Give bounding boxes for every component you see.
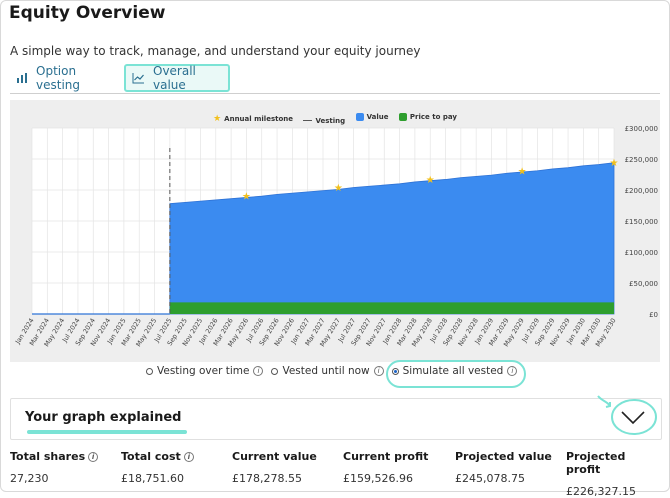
legend-price-to-pay[interactable]: Price to pay bbox=[398, 113, 457, 121]
line-swatch bbox=[303, 120, 313, 121]
y-tick-label: £150,000 bbox=[625, 218, 658, 226]
radio-dot[interactable] bbox=[146, 367, 153, 375]
tab-overall-value[interactable]: Overall value bbox=[124, 64, 230, 92]
option-vested-until-now[interactable]: Vested until now i bbox=[271, 365, 384, 377]
value-area bbox=[169, 162, 615, 315]
stat-total-shares: Total shares i 27,230 bbox=[10, 450, 99, 485]
price-to-pay-area bbox=[169, 302, 614, 314]
y-tick-label: £50,000 bbox=[629, 280, 658, 288]
info-icon[interactable]: i bbox=[373, 366, 384, 376]
milestone-star: ★ bbox=[610, 158, 619, 169]
legend-vesting[interactable]: Vesting bbox=[303, 117, 345, 125]
info-icon[interactable]: i bbox=[88, 451, 99, 462]
bar-chart-icon bbox=[16, 72, 28, 84]
tab-label: Overall value bbox=[153, 64, 196, 92]
stat-projected-profit: Projected profit £226,327.15 bbox=[566, 450, 636, 498]
value-swatch bbox=[355, 113, 364, 121]
price-swatch bbox=[398, 113, 407, 121]
milestone-star: ★ bbox=[518, 166, 527, 177]
page-title: Equity Overview bbox=[9, 3, 166, 23]
page-subtitle: A simple way to track, manage, and under… bbox=[10, 44, 421, 58]
legend-value[interactable]: Value bbox=[355, 113, 388, 121]
graph-explained-panel[interactable]: Your graph explained bbox=[10, 398, 662, 440]
y-tick-label: £200,000 bbox=[625, 187, 658, 195]
accent-underline bbox=[27, 430, 187, 434]
y-tick-label: £250,000 bbox=[625, 156, 658, 164]
chart-legend: ★ Annual milestone Vesting Value Price to… bbox=[10, 113, 660, 125]
tab-option-vesting[interactable]: Option vesting bbox=[10, 64, 122, 92]
legend-milestone[interactable]: ★ Annual milestone bbox=[213, 114, 293, 124]
milestone-star: ★ bbox=[242, 192, 251, 203]
y-tick-label: £0 bbox=[649, 311, 658, 319]
option-vesting-over-time[interactable]: Vesting over time i bbox=[146, 365, 264, 377]
selected-highlight bbox=[386, 360, 526, 388]
info-icon[interactable]: i bbox=[253, 366, 264, 376]
y-tick-label: £300,000 bbox=[625, 125, 658, 133]
chart-tabs: Option vesting Overall value bbox=[10, 62, 660, 94]
graph-explained-label: Your graph explained bbox=[25, 410, 182, 425]
line-chart-icon bbox=[132, 72, 145, 84]
stat-projected-value: Projected value £245,078.75 bbox=[455, 450, 552, 485]
radio-dot[interactable] bbox=[271, 367, 279, 375]
milestone-star: ★ bbox=[426, 175, 435, 186]
chart-canvas: ★ ★ ★ ★ ★ £0 £50,000 £100,000 £150,000 £200,000 £2… bbox=[13, 125, 658, 348]
info-icon[interactable]: i bbox=[183, 451, 194, 462]
expand-chevron-icon[interactable] bbox=[586, 392, 658, 436]
value-chart: ★ Annual milestone Vesting Value Price to… bbox=[10, 100, 660, 362]
stat-current-value: Current value £178,278.55 bbox=[232, 450, 317, 485]
star-icon: ★ bbox=[213, 114, 222, 124]
milestone-star: ★ bbox=[334, 183, 343, 194]
y-tick-label: £100,000 bbox=[625, 249, 658, 257]
stat-current-profit: Current profit £159,526.96 bbox=[343, 450, 429, 485]
stat-total-cost: Total cost i £18,751.60 bbox=[121, 450, 194, 485]
tab-label: Option vesting bbox=[36, 64, 80, 92]
